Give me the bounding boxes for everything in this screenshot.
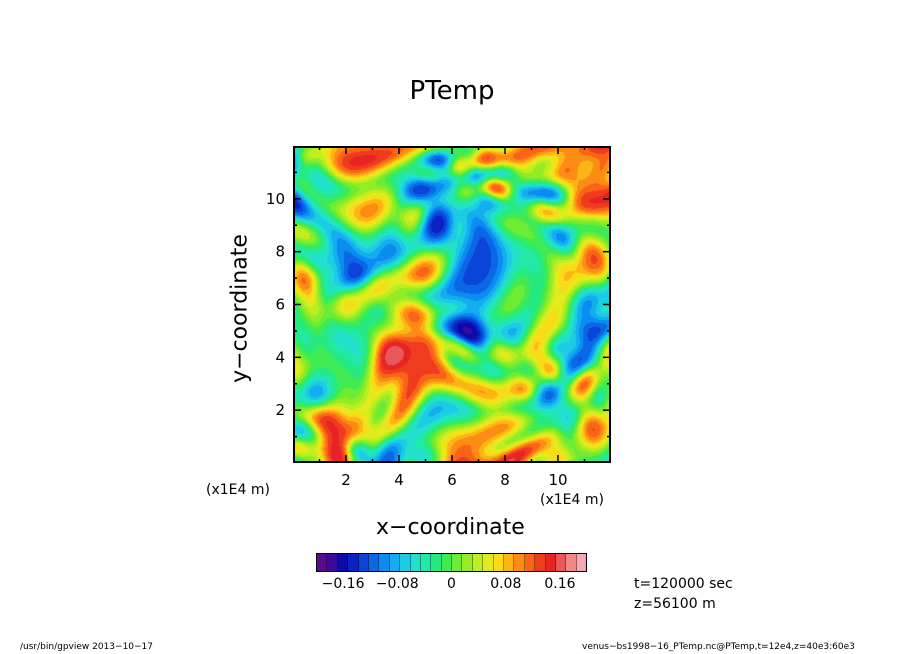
y-axis-label: y−coordinate <box>227 234 253 383</box>
height-annotation: z=56100 m <box>634 596 716 612</box>
colorbar-swatch <box>410 554 421 571</box>
colorbar-swatch <box>524 554 536 571</box>
x-tick-label: 4 <box>394 471 404 489</box>
x-tick-label: 2 <box>341 471 351 489</box>
y-tick-label: 10 <box>266 190 285 208</box>
heatmap-plot-area <box>293 146 611 463</box>
colorbar-swatch <box>400 554 411 571</box>
footer-right: venus−bs1998−16_PTemp.nc@PTemp,t=12e4,z=… <box>582 642 855 652</box>
colorbar-swatch <box>576 554 587 571</box>
colorbar-swatch <box>545 554 556 571</box>
x-tick-label: 6 <box>447 471 457 489</box>
colorbar-tick-label: −0.16 <box>321 576 365 592</box>
colorbar-swatch <box>462 554 473 571</box>
x-tick-label: 8 <box>500 471 510 489</box>
colorbar <box>316 553 587 572</box>
heatmap-field <box>295 148 609 461</box>
colorbar-swatch <box>555 554 567 571</box>
y-tick-label: 4 <box>275 348 285 366</box>
y-tick-label: 2 <box>275 401 285 419</box>
y-axis-unit: (x1E4 m) <box>206 482 270 498</box>
colorbar-tick-label: 0 <box>447 576 456 592</box>
x-tick-label: 10 <box>548 471 567 489</box>
colorbar-swatch <box>337 554 349 571</box>
x-axis-unit: (x1E4 m) <box>540 492 604 508</box>
colorbar-swatch <box>420 554 432 571</box>
colorbar-swatch <box>535 554 546 571</box>
colorbar-swatch <box>441 554 453 571</box>
colorbar-swatch <box>514 554 525 571</box>
chart-title: PTemp <box>409 76 495 106</box>
colorbar-swatch <box>493 554 505 571</box>
colorbar-tick-label: 0.16 <box>544 576 576 592</box>
colorbar-swatch <box>379 554 390 571</box>
colorbar-swatch <box>317 554 328 571</box>
colorbar-swatch <box>389 554 401 571</box>
footer-left: /usr/bin/gpview 2013−10−17 <box>20 642 154 652</box>
y-tick-label: 6 <box>275 296 285 314</box>
colorbar-tick-label: −0.08 <box>375 576 419 592</box>
time-annotation: t=120000 sec <box>634 576 733 592</box>
colorbar-swatch <box>368 554 380 571</box>
colorbar-swatch <box>327 554 338 571</box>
x-axis-label: x−coordinate <box>376 515 525 540</box>
colorbar-swatch <box>431 554 442 571</box>
colorbar-tick-label: 0.08 <box>490 576 522 592</box>
y-tick-label: 8 <box>275 243 285 261</box>
colorbar-swatch <box>472 554 484 571</box>
colorbar-swatch <box>504 554 515 571</box>
colorbar-swatch <box>358 554 369 571</box>
colorbar-swatch <box>348 554 359 571</box>
colorbar-swatch <box>483 554 494 571</box>
colorbar-swatch <box>566 554 577 571</box>
colorbar-swatch <box>452 554 463 571</box>
